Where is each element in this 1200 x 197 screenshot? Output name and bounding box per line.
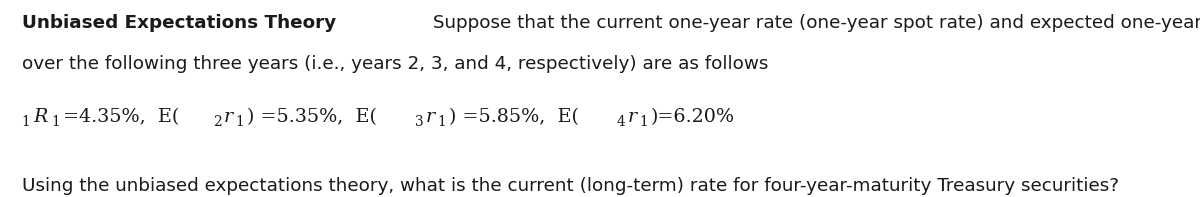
Text: R: R <box>32 108 47 126</box>
Text: 2: 2 <box>212 115 222 129</box>
Text: ) =5.35%,  E(: ) =5.35%, E( <box>247 108 377 126</box>
Text: 1: 1 <box>52 115 60 129</box>
Text: 1: 1 <box>235 115 245 129</box>
Text: Using the unbiased expectations theory, what is the current (long-term) rate for: Using the unbiased expectations theory, … <box>22 177 1118 195</box>
Text: Suppose that the current one-year rate (one-year spot rate) and expected one-yea: Suppose that the current one-year rate (… <box>427 14 1200 32</box>
Text: 4: 4 <box>617 115 625 129</box>
Text: )=6.20%: )=6.20% <box>650 108 734 126</box>
Text: 3: 3 <box>415 115 424 129</box>
Text: =4.35%,  E(: =4.35%, E( <box>62 108 179 126</box>
Text: ) =5.85%,  E(: ) =5.85%, E( <box>449 108 578 126</box>
Text: r: r <box>628 108 637 126</box>
Text: 1: 1 <box>438 115 446 129</box>
Text: 1: 1 <box>640 115 648 129</box>
Text: Unbiased Expectations Theory: Unbiased Expectations Theory <box>22 14 336 32</box>
Text: r: r <box>224 108 233 126</box>
Text: r: r <box>426 108 436 126</box>
Text: 1: 1 <box>22 115 30 129</box>
Text: over the following three years (i.e., years 2, 3, and 4, respectively) are as fo: over the following three years (i.e., ye… <box>22 55 768 73</box>
